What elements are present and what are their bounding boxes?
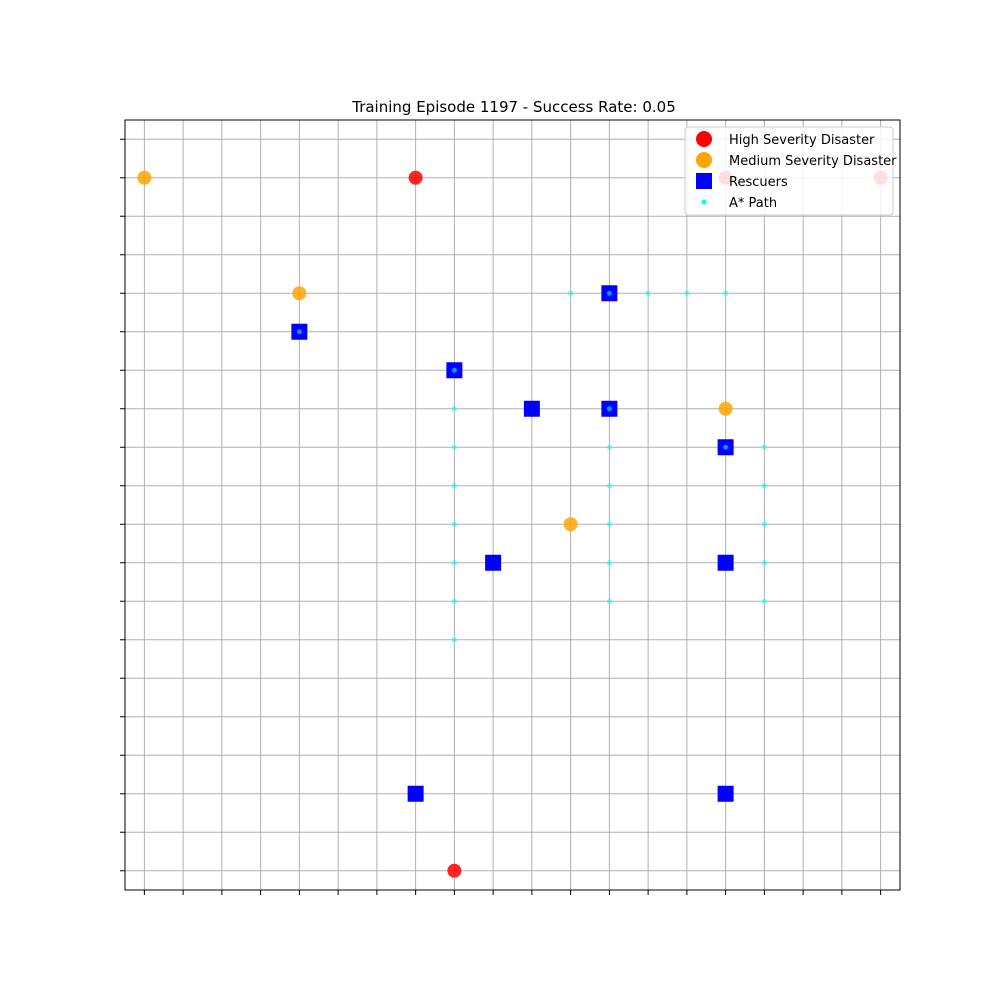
series-medium-severity-disaster xyxy=(137,170,733,532)
path-point xyxy=(761,483,767,489)
chart-title: Training Episode 1197 - Success Rate: 0.… xyxy=(351,98,676,116)
path-point xyxy=(606,483,612,489)
path-point xyxy=(684,290,690,296)
path-point xyxy=(761,521,767,527)
plot-frame xyxy=(124,119,901,891)
legend-box xyxy=(684,126,894,216)
legend-label: Rescuers xyxy=(729,175,788,190)
disaster-point xyxy=(563,517,578,532)
grid xyxy=(125,120,900,890)
legend-marker xyxy=(701,199,707,205)
rescuer-point xyxy=(717,554,734,571)
path-point xyxy=(606,406,612,412)
legend-label: Medium Severity Disaster xyxy=(729,154,897,169)
path-point xyxy=(568,290,574,296)
legend-entry: Rescuers xyxy=(696,173,788,190)
path-point xyxy=(296,329,302,335)
path-point xyxy=(451,637,457,643)
disaster-point xyxy=(292,286,307,301)
legend-entry: High Severity Disaster xyxy=(696,131,875,148)
path-point xyxy=(606,290,612,296)
path-point xyxy=(606,444,612,450)
disaster-point xyxy=(447,863,462,878)
axis-ticks xyxy=(120,138,882,895)
disaster-point xyxy=(718,401,733,416)
path-point xyxy=(451,444,457,450)
legend-entry: A* Path xyxy=(701,196,777,211)
path-point xyxy=(723,290,729,296)
legend-entry: Medium Severity Disaster xyxy=(696,152,897,169)
path-point xyxy=(451,560,457,566)
legend: High Severity Disaster Medium Severity Di… xyxy=(684,126,897,216)
path-point xyxy=(606,598,612,604)
path-point xyxy=(606,521,612,527)
path-point xyxy=(451,598,457,604)
legend-label: High Severity Disaster xyxy=(729,133,875,148)
path-point xyxy=(761,598,767,604)
path-point xyxy=(451,483,457,489)
legend-marker xyxy=(696,131,712,147)
rescuer-point xyxy=(523,400,540,417)
path-point xyxy=(451,406,457,412)
path-point xyxy=(761,444,767,450)
disaster-point xyxy=(408,170,423,185)
rescuer-point xyxy=(717,785,734,802)
path-point xyxy=(723,444,729,450)
rescuer-point xyxy=(407,785,424,802)
path-point xyxy=(451,367,457,373)
path-point xyxy=(645,290,651,296)
rescuer-point xyxy=(485,554,502,571)
legend-marker xyxy=(696,152,712,168)
path-point xyxy=(606,560,612,566)
legend-label: A* Path xyxy=(729,196,777,211)
series-a-path xyxy=(296,290,767,643)
disaster-point xyxy=(137,170,152,185)
path-point xyxy=(451,521,457,527)
legend-marker xyxy=(696,173,712,189)
path-point xyxy=(761,560,767,566)
